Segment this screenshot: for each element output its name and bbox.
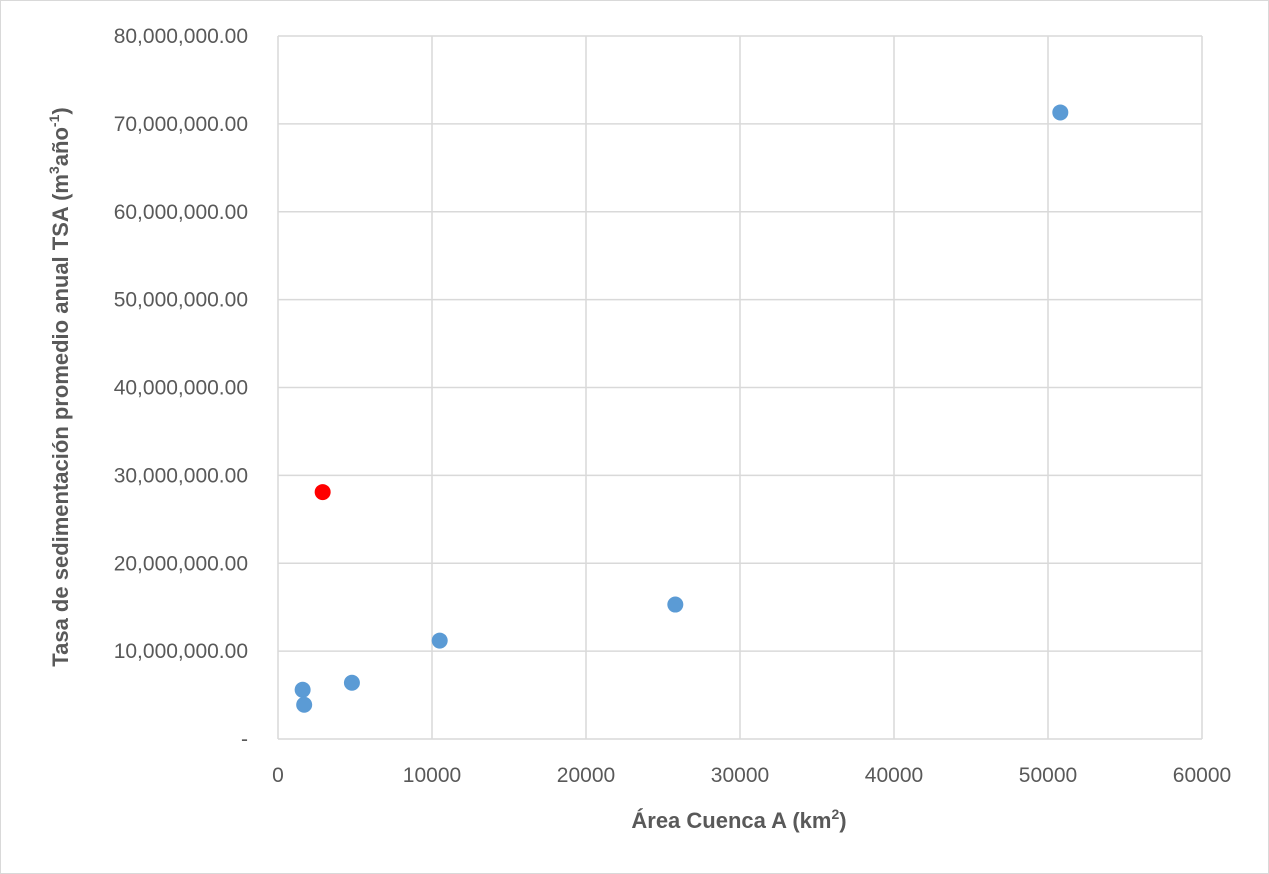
y-tick-label: - <box>241 728 248 751</box>
x-tick-label: 10000 <box>403 764 461 787</box>
data-point <box>431 632 448 649</box>
y-tick-label: 50,000,000.00 <box>114 289 248 312</box>
y-tick-label: 80,000,000.00 <box>114 25 248 48</box>
y-tick-label: 10,000,000.00 <box>114 640 248 663</box>
x-axis-title-sup: 2 <box>831 806 839 822</box>
highlight-data-point <box>314 484 331 501</box>
y-tick-label: 30,000,000.00 <box>114 464 248 487</box>
y-tick-label: 40,000,000.00 <box>114 377 248 400</box>
x-axis-title-text: Área Cuenca A (km <box>631 808 831 833</box>
data-point <box>343 674 360 691</box>
data-point <box>296 696 313 713</box>
x-tick-label: 20000 <box>557 764 615 787</box>
y-tick-label: 60,000,000.00 <box>114 201 248 224</box>
grid-lines <box>277 35 1203 740</box>
data-point <box>1052 104 1069 121</box>
x-axis-title: Área Cuenca A (km2) <box>631 806 846 833</box>
x-tick-label: 40000 <box>865 764 923 787</box>
data-point <box>294 681 311 698</box>
y-tick-label: 70,000,000.00 <box>114 113 248 136</box>
y-axis-title: Tasa de sedimentación promedio anual TSA… <box>46 107 73 666</box>
x-tick-label: 0 <box>272 764 284 787</box>
y-axis-title-mid: año <box>48 127 73 166</box>
y-axis-title-text: Tasa de sedimentación promedio anual TSA… <box>48 174 73 667</box>
y-axis-title-sup1: 3 <box>46 166 62 174</box>
tick-labels: - 10,000,000.00 20,000,000.00 30,000,000.00… <box>114 25 1232 787</box>
y-tick-label: 20,000,000.00 <box>114 552 248 575</box>
x-tick-label: 50000 <box>1019 764 1077 787</box>
y-axis-title-end: ) <box>48 107 73 114</box>
y-axis-title-sup2: -1 <box>46 114 62 127</box>
x-tick-label: 30000 <box>711 764 769 787</box>
x-tick-label: 60000 <box>1173 764 1231 787</box>
data-point <box>667 596 684 613</box>
x-axis-title-end: ) <box>839 808 846 833</box>
data-points <box>294 104 1069 713</box>
